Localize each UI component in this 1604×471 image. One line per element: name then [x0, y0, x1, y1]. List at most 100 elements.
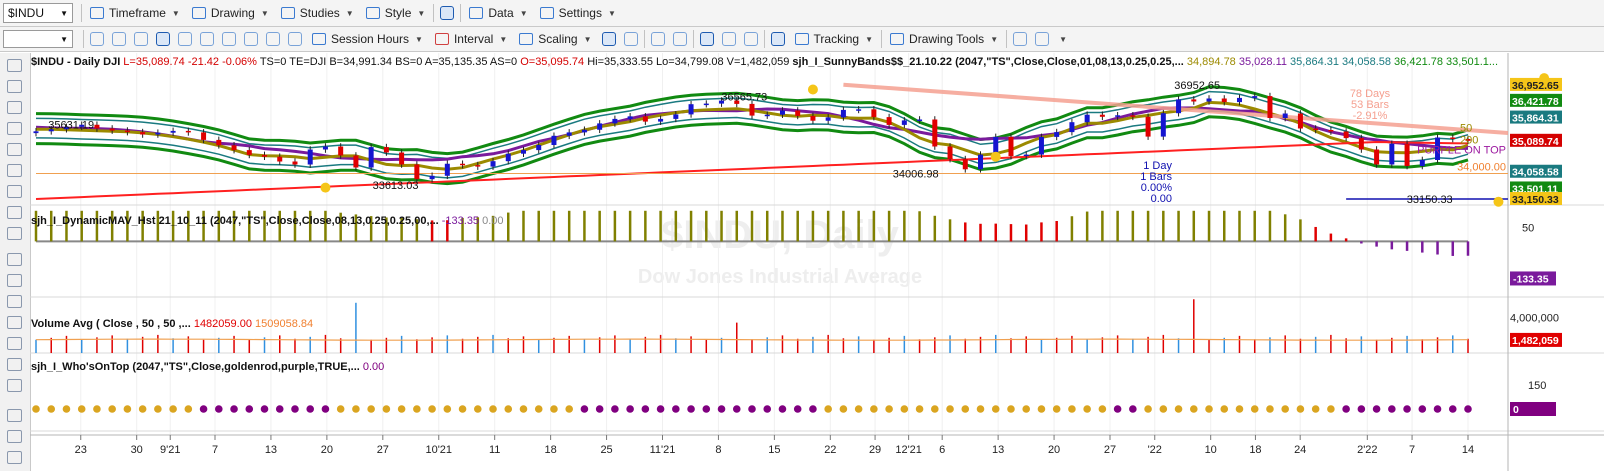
link-icon[interactable]	[200, 32, 214, 46]
who-dot	[1296, 405, 1305, 413]
pointer-icon[interactable]	[7, 59, 22, 72]
speed-lines-icon[interactable]	[7, 379, 22, 392]
drawing-tools-button[interactable]: Drawing Tools ▼	[884, 28, 1004, 50]
candle	[353, 155, 359, 168]
scaling-button[interactable]: Scaling ▼	[513, 28, 597, 50]
indicator-icon[interactable]	[1035, 32, 1050, 46]
studies-button[interactable]: Studies ▼	[275, 2, 360, 24]
drawing-tools-icon	[890, 33, 905, 45]
volume-pane[interactable]	[35, 299, 1469, 353]
swing-label: 36565.73	[721, 92, 767, 104]
chevron-down-icon: ▼	[345, 8, 354, 18]
arc-icon[interactable]	[7, 206, 22, 219]
arrow-down-icon[interactable]	[7, 451, 22, 464]
interval-button[interactable]: Interval ▼	[429, 28, 513, 50]
multi-link-icon[interactable]	[244, 32, 258, 46]
refresh-icon[interactable]	[90, 32, 104, 46]
layout-icon[interactable]	[699, 32, 714, 46]
whos-on-top-pane[interactable]	[32, 405, 1472, 413]
measure-label: -2.91%	[1353, 110, 1388, 122]
mav-pane[interactable]	[34, 210, 1470, 256]
settings-icon[interactable]	[288, 32, 302, 46]
compass-icon[interactable]	[178, 32, 192, 46]
interval-input[interactable]: ▼	[3, 30, 73, 48]
trendline-icon[interactable]	[7, 101, 22, 114]
zoom-search-icon[interactable]	[156, 32, 170, 46]
bars-icon[interactable]	[7, 253, 22, 266]
settings-button[interactable]: Settings ▼	[534, 2, 622, 24]
crosshair-grid-icon[interactable]	[770, 32, 785, 46]
time-tick-label: 10	[1205, 444, 1217, 456]
session-hours-button[interactable]: Session Hours ▼	[306, 28, 429, 50]
candle	[719, 100, 725, 104]
bar-style-icon[interactable]	[601, 32, 616, 46]
data-button[interactable]: Data ▼	[463, 2, 533, 24]
gann-icon[interactable]	[7, 316, 22, 329]
pitchfork-icon[interactable]	[7, 337, 22, 350]
style-button[interactable]: Style ▼	[360, 2, 432, 24]
grid-icon[interactable]	[7, 295, 22, 308]
chart-area[interactable]: $INDU, Daily Dow Jones Industrial Averag…	[30, 53, 1604, 471]
channel-icon[interactable]	[7, 185, 22, 198]
crosshair-icon[interactable]	[7, 80, 22, 93]
arrow-icon[interactable]	[7, 430, 22, 443]
candle	[231, 145, 237, 151]
zoom-out-icon[interactable]	[743, 32, 758, 46]
tracking-button[interactable]: Tracking ▼	[789, 28, 880, 50]
price-tag-label: 34,058.58	[1512, 167, 1559, 179]
drawing-sidebar	[0, 53, 31, 471]
price-pane[interactable]: 35631.19 33613.03 36565.73 34006.98 36952.65…	[33, 73, 1550, 207]
volume-pane-header-part: Volume Avg ( Close , 50 , 50 ,...	[31, 318, 191, 330]
candle-style-icon[interactable]	[623, 32, 638, 46]
trend-chart-icon[interactable]	[1013, 32, 1028, 46]
time-tick-label: 25	[600, 444, 612, 456]
trend-line	[843, 82, 1509, 135]
price-tag	[1510, 191, 1562, 205]
price-axis[interactable]: 36,952.65 36,421.78 35,864.31 35,089.74 34,0…	[1510, 77, 1562, 416]
time-tick-label: 22	[824, 444, 836, 456]
tracking-label: Tracking	[813, 32, 860, 46]
candle	[368, 147, 374, 168]
who-dot	[352, 405, 360, 413]
symbol-input[interactable]: $INDU ▼	[3, 3, 73, 23]
measure-label: 0.00	[1151, 193, 1172, 205]
ruler-icon[interactable]	[7, 227, 22, 240]
ray-icon[interactable]	[7, 122, 22, 135]
chart-image-icon[interactable]	[222, 32, 236, 46]
who-dot	[778, 405, 787, 413]
price-pane-header-part: TE=DJI	[286, 56, 326, 68]
fibonacci-icon[interactable]	[7, 274, 22, 287]
candle	[566, 132, 572, 136]
layout-toggle-icon[interactable]	[440, 6, 455, 20]
time-axis[interactable]: 23 30 9'21 7 13 20 27 10'21 11 18 25 11'21 8 15 22 29 12…	[75, 435, 1475, 456]
options-icon[interactable]	[266, 32, 280, 46]
drawing-button[interactable]: Drawing ▼	[186, 2, 275, 24]
who-tag-label: 0	[1513, 404, 1519, 416]
chevron-down-icon[interactable]: ▼	[60, 34, 68, 44]
chevron-down-icon[interactable]: ▼	[1059, 34, 1068, 44]
grid-icon[interactable]	[134, 32, 148, 46]
who-dot	[1372, 405, 1381, 413]
who-dot	[504, 405, 513, 413]
columns-icon[interactable]	[650, 32, 665, 46]
reload-icon[interactable]	[112, 32, 126, 46]
bars-compress-icon[interactable]	[672, 32, 687, 46]
vertical-line-icon[interactable]	[7, 164, 22, 177]
swing-label: 35631.19	[48, 120, 94, 132]
chevron-down-icon[interactable]: ▼	[60, 8, 68, 18]
horizontal-line-icon[interactable]	[7, 143, 22, 156]
time-tick-label: 8	[715, 444, 721, 456]
zoom-in-icon[interactable]	[721, 32, 736, 46]
cycle-icon[interactable]	[7, 358, 22, 371]
watermark-symbol: $INDU, Daily	[661, 213, 900, 257]
arc-tool-icon[interactable]	[7, 409, 22, 422]
settings-button-label: Settings	[558, 6, 602, 20]
candle	[262, 154, 268, 157]
timeframe-button[interactable]: Timeframe ▼	[84, 2, 186, 24]
measure-label: 1 Day	[1143, 160, 1172, 172]
candle	[703, 103, 709, 106]
candle	[1145, 116, 1151, 137]
who-dot	[717, 405, 726, 413]
price-pane-header-part: A=35,135.35	[422, 56, 487, 68]
time-tick-label: 13	[992, 444, 1004, 456]
